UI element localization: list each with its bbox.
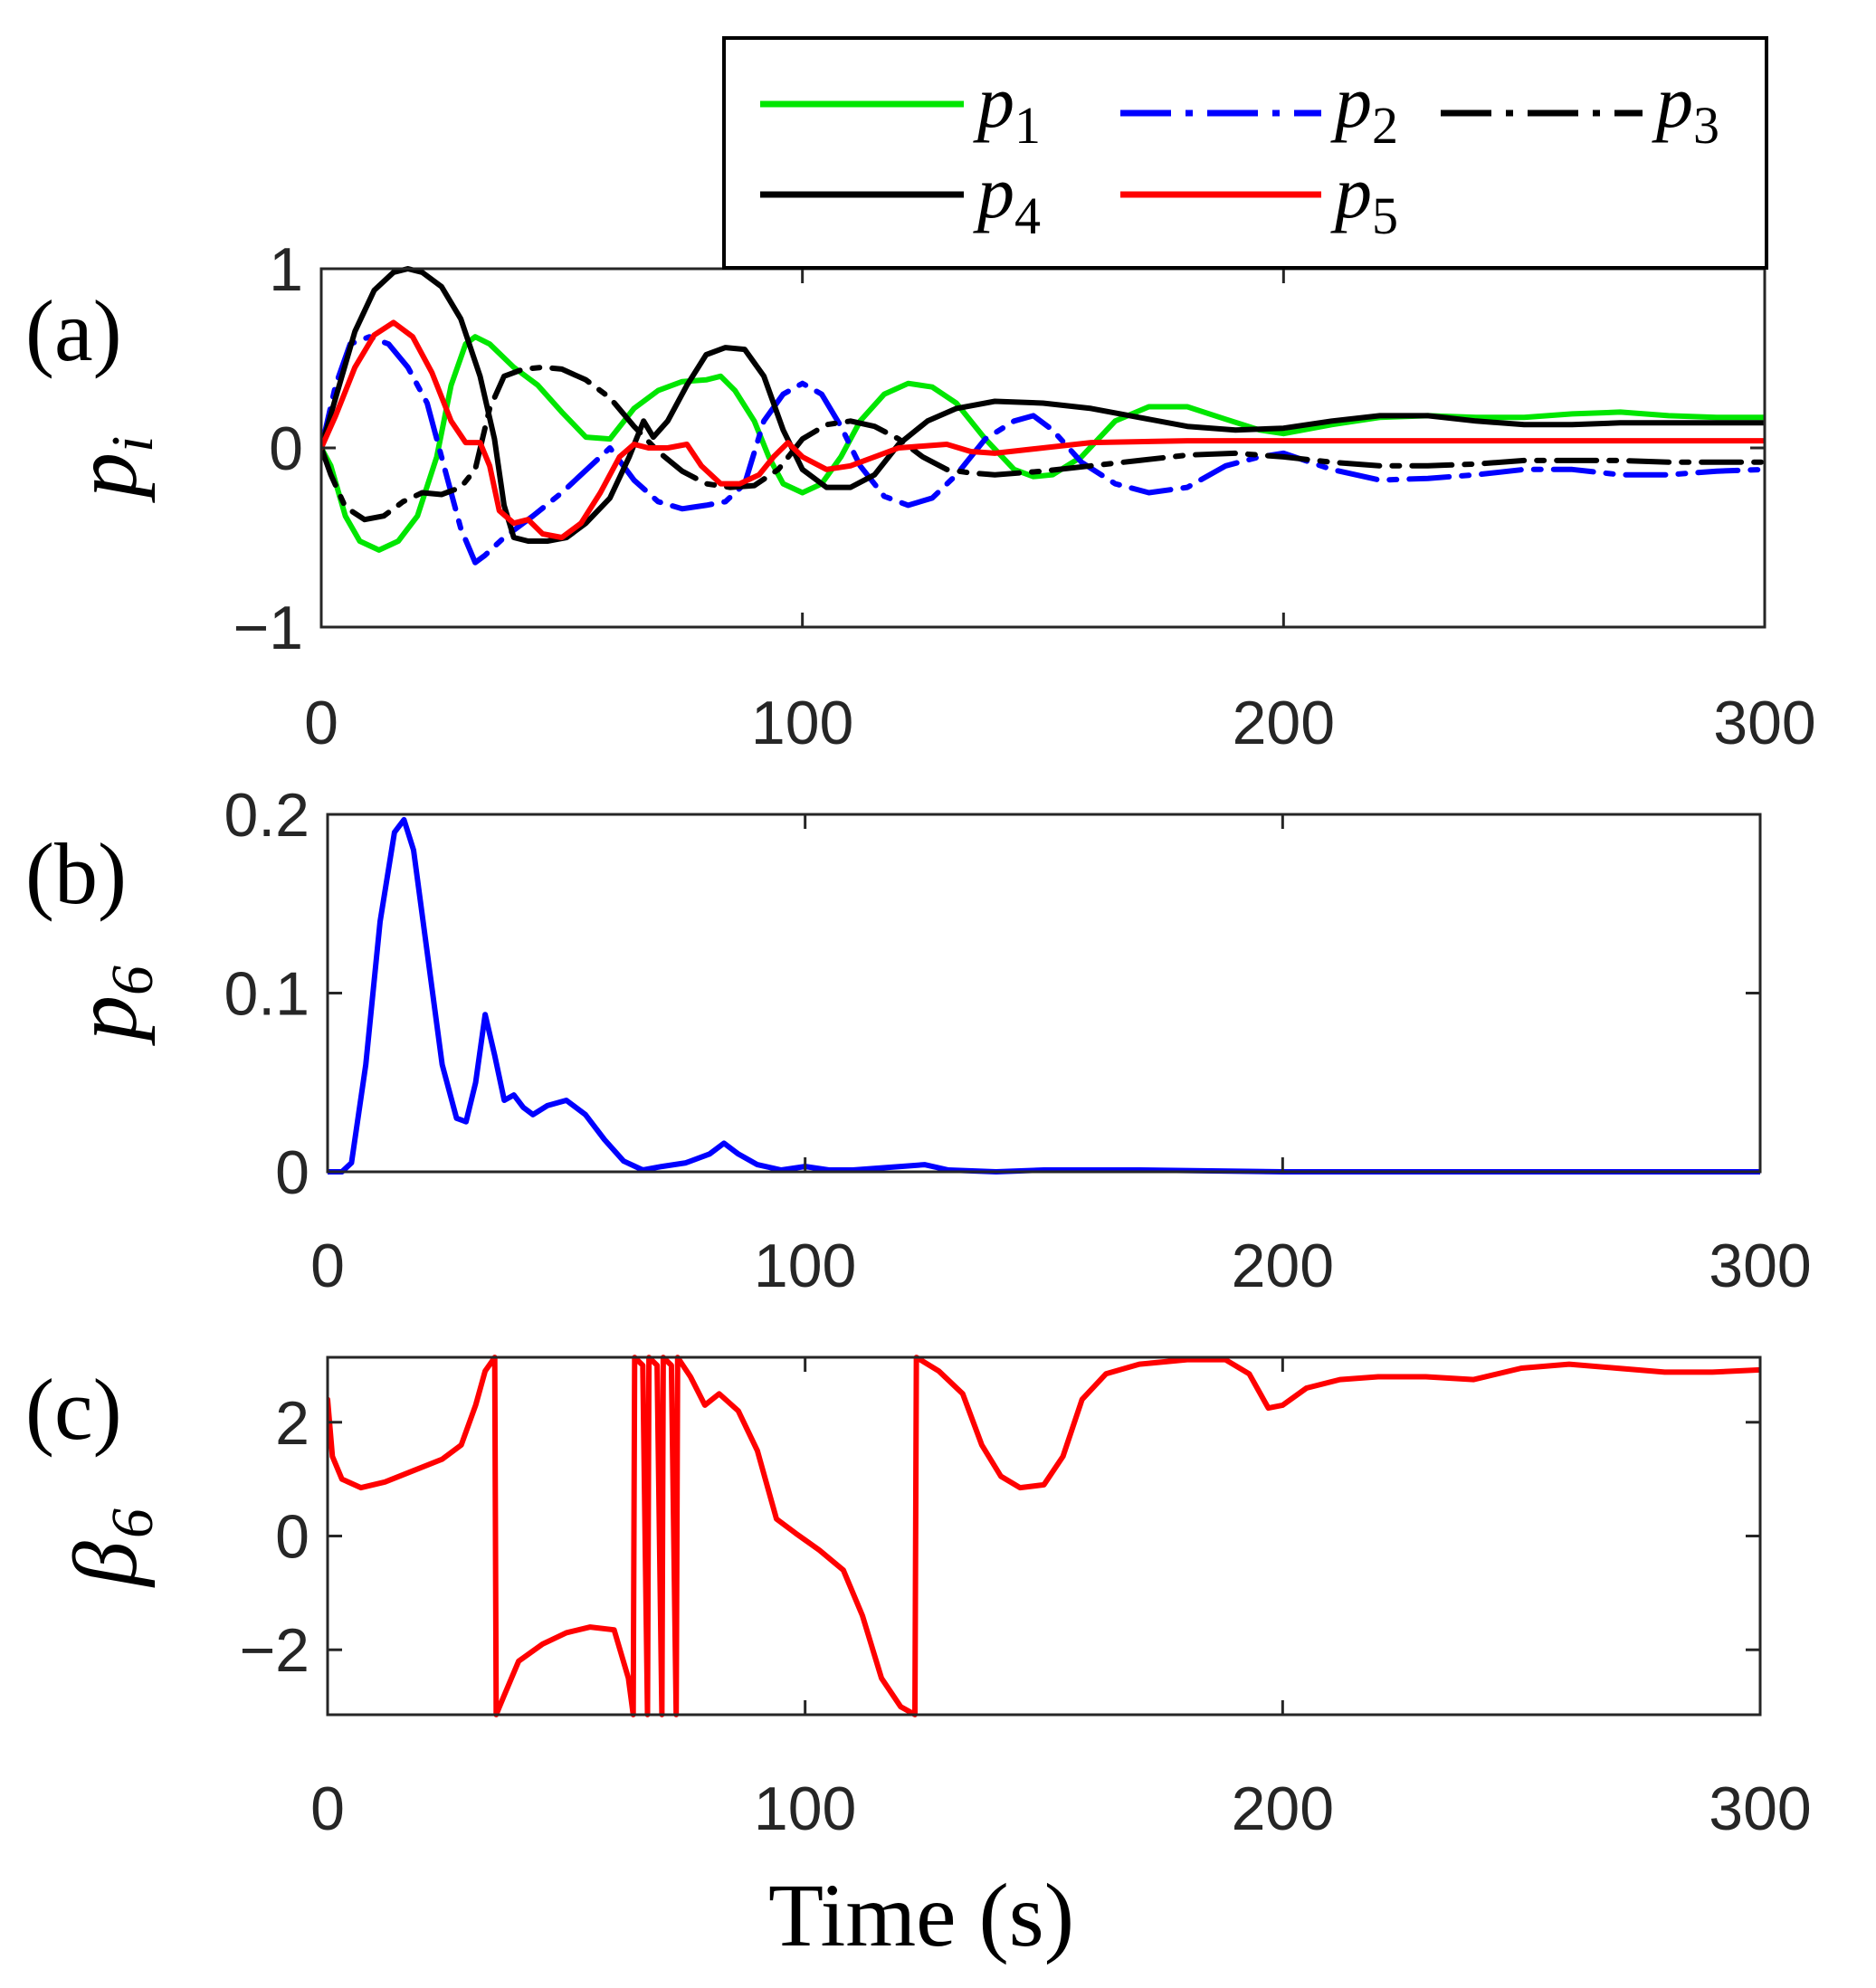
series-p5-line	[321, 319, 1765, 540]
panel-b-xtick-label: 200	[1232, 1232, 1334, 1300]
panel-c-label: (c)	[25, 1361, 122, 1458]
series-p4-line	[321, 266, 1765, 544]
panel-a-xtick-label: 200	[1233, 689, 1335, 757]
legend-label-p5-main: p	[1330, 151, 1372, 233]
legend: p1 p2 p3 p4 p5	[722, 36, 1768, 270]
panel-c-xtick-label: 0	[310, 1774, 345, 1843]
x-axis-title: Time (s)	[768, 1865, 1074, 1965]
panel-c-ylabel-main: β	[55, 1541, 156, 1588]
panel-a-xtick-label: 0	[304, 689, 338, 757]
panel-a: 0 100 200 300−101 (a) p i	[25, 235, 1816, 757]
panel-b: 0 100 200 300 0 0.1 0.2 (b) p 6	[25, 781, 1812, 1300]
legend-label-p2: p2	[1330, 61, 1398, 155]
panel-c-series	[328, 1355, 1760, 1717]
panel-b-series	[328, 816, 1760, 1175]
panel-a-label: (a)	[25, 282, 122, 379]
panel-c-ytick-label: 0	[275, 1503, 309, 1572]
panel-c-ticks: 0 100 200 300 −2 0 2	[239, 1357, 1812, 1843]
legend-label-p3-sub: 3	[1693, 96, 1719, 155]
panel-a-ticks: 0 100 200 300−101	[233, 235, 1815, 757]
legend-label-p3-main: p	[1652, 61, 1693, 143]
series-p6-line	[328, 816, 1760, 1175]
legend-label-p2-main: p	[1330, 61, 1372, 143]
panel-a-ylabel: p i	[55, 436, 166, 503]
panel-a-ytick-label: −1	[233, 594, 303, 662]
panel-b-xtick-label: 0	[310, 1232, 345, 1300]
panel-b-ytick-label: 0.2	[224, 781, 309, 850]
panel-b-ylabel-main: p	[55, 995, 156, 1046]
panel-a-xtick-label: 300	[1713, 689, 1815, 757]
panel-b-xtick-label: 300	[1709, 1232, 1811, 1300]
panel-a-xtick-label: 100	[751, 689, 853, 757]
panel-b-ytick-label: 0.1	[224, 960, 309, 1029]
panel-a-ytick-label: 0	[269, 414, 303, 483]
panel-a-ylabel-main: p	[55, 452, 156, 503]
series-p2-line	[321, 334, 1765, 566]
legend-label-p4-main: p	[973, 151, 1014, 233]
panel-c-ytick-label: −2	[239, 1616, 309, 1685]
panel-b-xtick-label: 100	[754, 1232, 856, 1300]
legend-label-p2-sub: 2	[1372, 96, 1398, 155]
panel-b-ticks: 0 100 200 300 0 0.1 0.2	[224, 781, 1811, 1300]
legend-label-p5: p5	[1330, 151, 1398, 245]
panel-c-ylabel: β 6	[55, 1508, 166, 1588]
legend-label-p1-sub: 1	[1014, 96, 1041, 155]
legend-label-p4-sub: 4	[1014, 186, 1041, 245]
legend-label-p4: p4	[973, 151, 1041, 245]
legend-label-p3: p3	[1652, 61, 1719, 155]
panel-c-xtick-label: 100	[754, 1774, 856, 1843]
panel-c-xtick-label: 300	[1709, 1774, 1811, 1843]
panel-c-xtick-label: 200	[1232, 1774, 1334, 1843]
panel-b-ylabel-sub: 6	[100, 965, 166, 995]
panel-a-series	[321, 266, 1765, 566]
panel-b-ytick-label: 0	[275, 1138, 309, 1207]
panel-b-label: (b)	[25, 825, 127, 922]
panel-a-ytick-label: 1	[269, 235, 303, 304]
panel-c-ylabel-sub: 6	[100, 1508, 166, 1538]
panel-c: 0 100 200 300 −2 0 2 (c) β 6 Time (s)	[25, 1355, 1812, 1965]
series-beta6-line	[328, 1355, 1760, 1717]
legend-label-p1: p1	[973, 61, 1041, 155]
panel-c-ytick-label: 2	[275, 1389, 309, 1458]
legend-label-p1-main: p	[973, 61, 1014, 143]
panel-a-ylabel-sub: i	[100, 436, 166, 452]
legend-label-p5-sub: 5	[1372, 186, 1398, 245]
panel-b-ylabel: p 6	[55, 965, 166, 1046]
legend-box	[722, 36, 1768, 270]
series-p3-line	[321, 364, 1765, 523]
